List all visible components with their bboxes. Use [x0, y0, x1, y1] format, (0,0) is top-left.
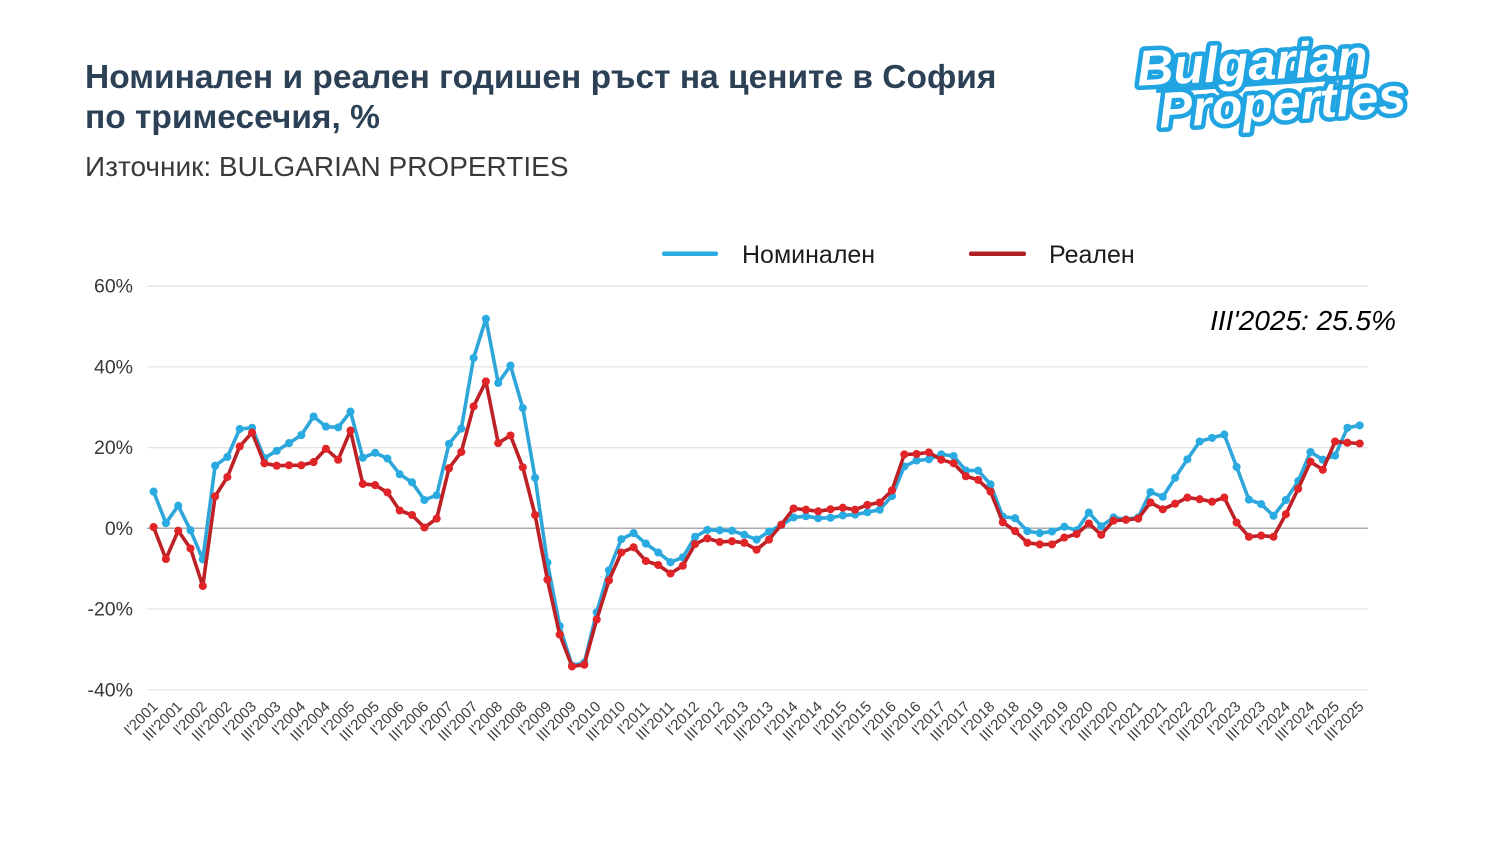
svg-text:-40%: -40% [87, 679, 133, 701]
svg-text:Реален: Реален [1049, 241, 1135, 269]
svg-text:40%: 40% [94, 356, 133, 378]
svg-text:Номинален: Номинален [742, 241, 875, 269]
svg-text:III'2025: 25.5%: III'2025: 25.5% [1210, 305, 1396, 336]
svg-text:по тримесечия, %: по тримесечия, % [85, 99, 380, 136]
svg-text:60%: 60% [94, 276, 133, 298]
svg-text:0%: 0% [105, 518, 133, 540]
svg-text:20%: 20% [94, 437, 133, 459]
svg-text:Източник: BULGARIAN PROPERTIES: Източник: BULGARIAN PROPERTIES [85, 151, 569, 182]
svg-text:Номинален и реален годишен ръс: Номинален и реален годишен ръст на ценит… [85, 59, 996, 96]
svg-text:-20%: -20% [87, 599, 133, 621]
svg-text:Bulgarian: Bulgarian [1136, 29, 1369, 97]
